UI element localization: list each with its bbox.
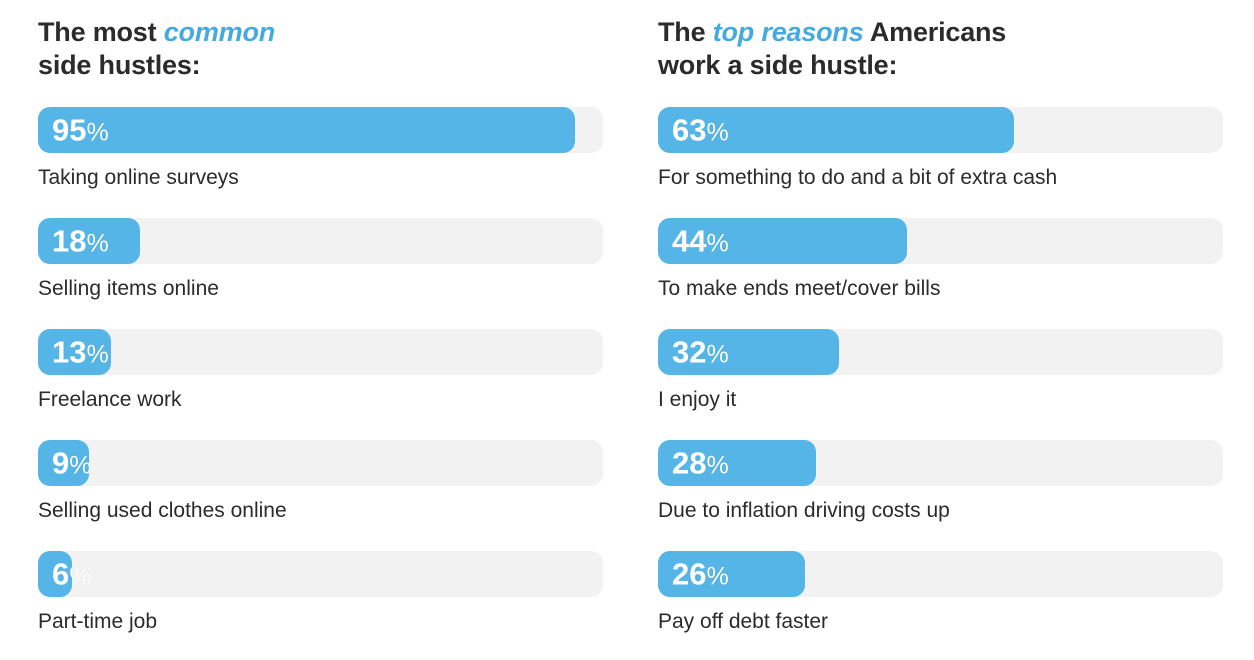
percent-sign: %: [706, 340, 729, 369]
title-text: The most: [38, 17, 164, 47]
bar-value-number: 44: [672, 223, 707, 259]
title-text: side hustles:: [38, 50, 201, 80]
bar-value-label: 9%: [52, 448, 91, 479]
bar-value-number: 32: [672, 334, 707, 370]
bar-track: 9%: [38, 440, 603, 486]
bar-track: 13%: [38, 329, 603, 375]
percent-sign: %: [86, 340, 109, 369]
title-text: The: [658, 17, 713, 47]
bar-fill: [658, 107, 1014, 153]
percent-sign: %: [706, 118, 729, 147]
title-accent-text: common: [163, 17, 276, 47]
chart-title: The most common side hustles:: [38, 16, 603, 82]
bar-row: 32% I enjoy it: [658, 329, 1223, 413]
bar-value-number: 28: [672, 445, 707, 481]
bar-row: 95% Taking online surveys: [38, 107, 603, 191]
bar-value-number: 18: [52, 223, 87, 259]
bar-value-label: 95%: [52, 115, 109, 146]
bar-track: 6%: [38, 551, 603, 597]
bar-fill: [38, 218, 140, 264]
bar-row: 18% Selling items online: [38, 218, 603, 302]
bar-category-label: For something to do and a bit of extra c…: [658, 166, 1058, 189]
bar-track: 32%: [658, 329, 1223, 375]
bar-category-label: Due to inflation driving costs up: [658, 499, 950, 522]
bar-value-label: 13%: [52, 337, 109, 368]
percent-sign: %: [706, 451, 729, 480]
percent-sign: %: [86, 118, 109, 147]
chart-title: The top reasons Americans work a side hus…: [658, 16, 1223, 82]
bar-value-label: 44%: [672, 226, 729, 257]
bar-value-label: 6%: [52, 559, 91, 590]
bar-category-label: Freelance work: [38, 388, 182, 411]
bar-track: 95%: [38, 107, 603, 153]
bar-fill: [38, 107, 575, 153]
bar-category-label: Selling items online: [38, 277, 219, 300]
bar-track: 63%: [658, 107, 1223, 153]
bar-fill: [658, 218, 907, 264]
bar-track: 26%: [658, 551, 1223, 597]
bar-row: 63% For something to do and a bit of ext…: [658, 107, 1223, 191]
bar-row: 13% Freelance work: [38, 329, 603, 413]
bar-category-label: To make ends meet/cover bills: [658, 277, 941, 300]
bar-track: 28%: [658, 440, 1223, 486]
percent-sign: %: [706, 562, 729, 591]
percent-sign: %: [86, 229, 109, 258]
bar-value-number: 13: [52, 334, 87, 370]
bar-row: 44% To make ends meet/cover bills: [658, 218, 1223, 302]
bar-category-label: Pay off debt faster: [658, 610, 829, 633]
bar-value-number: 95: [52, 112, 87, 148]
bar-row: 6% Part-time job: [38, 551, 603, 635]
bar-fill: [38, 551, 72, 597]
bar-value-number: 26: [672, 556, 707, 592]
bar-value-label: 18%: [52, 226, 109, 257]
title-text: work a side hustle:: [658, 50, 898, 80]
bar-fill: [658, 329, 839, 375]
infographic: The most common side hustles: 95% Taking …: [38, 16, 1223, 635]
percent-sign: %: [69, 451, 92, 480]
bar-value-number: 6: [52, 556, 70, 592]
bar-row: 26% Pay off debt faster: [658, 551, 1223, 635]
bar-value-label: 32%: [672, 337, 729, 368]
chart-top-reasons: The top reasons Americans work a side hus…: [658, 16, 1223, 635]
bar-fill: [658, 551, 805, 597]
bar-value-number: 63: [672, 112, 707, 148]
bar-row: 28% Due to inflation driving costs up: [658, 440, 1223, 524]
bar-row: 9% Selling used clothes online: [38, 440, 603, 524]
title-text: Americans: [863, 17, 1007, 47]
percent-sign: %: [69, 562, 92, 591]
bar-fill: [658, 440, 817, 486]
bar-track: 44%: [658, 218, 1223, 264]
bar-fill: [38, 440, 89, 486]
chart-common-side-hustles: The most common side hustles: 95% Taking …: [38, 16, 603, 635]
bar-category-label: Selling used clothes online: [38, 499, 287, 522]
bar-value-label: 63%: [672, 115, 729, 146]
percent-sign: %: [706, 229, 729, 258]
title-accent-text: top reasons: [712, 17, 864, 47]
bar-fill: [38, 329, 112, 375]
bar-category-label: Taking online surveys: [38, 166, 239, 189]
bar-value-label: 28%: [672, 448, 729, 479]
bar-track: 18%: [38, 218, 603, 264]
bar-category-label: I enjoy it: [658, 388, 737, 411]
bar-value-label: 26%: [672, 559, 729, 590]
bar-category-label: Part-time job: [38, 610, 158, 633]
bar-value-number: 9: [52, 445, 70, 481]
